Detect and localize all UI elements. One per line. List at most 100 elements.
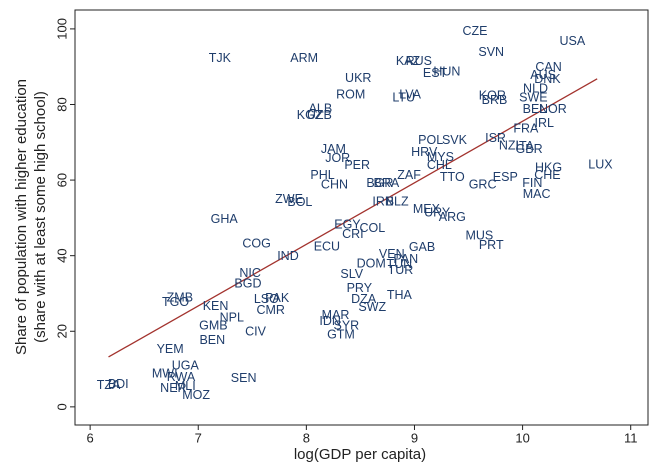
country-point: CHE — [534, 168, 560, 182]
country-point: BRB — [482, 93, 508, 107]
country-point: CHN — [321, 177, 348, 191]
x-tick-label: 11 — [624, 430, 638, 445]
country-point: PAN — [393, 252, 418, 266]
country-point: USA — [559, 34, 585, 48]
country-point: BEL — [523, 102, 547, 116]
country-point: CHL — [427, 158, 452, 172]
country-point: PER — [344, 158, 370, 172]
country-point: ESP — [493, 170, 518, 184]
country-point: DNK — [534, 72, 561, 86]
plot-frame — [74, 9, 649, 426]
country-point: PHL — [310, 168, 334, 182]
country-point: FRA — [513, 121, 539, 135]
country-point: CRI — [342, 227, 364, 241]
country-point: SLV — [340, 267, 363, 281]
country-point: IND — [277, 249, 299, 263]
country-point: ZWE — [275, 192, 303, 206]
country-point: GBR — [516, 142, 543, 156]
country-point: GMB — [199, 318, 227, 332]
country-point: LUX — [588, 157, 613, 171]
country-point: AUS — [530, 68, 556, 82]
country-point: YEM — [157, 342, 184, 356]
country-point: DZA — [351, 292, 377, 306]
x-axis-title: log(GDP per capita) — [294, 446, 426, 463]
country-point: MOZ — [182, 388, 210, 402]
country-point: POL — [418, 133, 443, 147]
country-point: IDN — [319, 314, 341, 328]
country-point: EGY — [334, 217, 361, 231]
country-point: BOL — [287, 195, 312, 209]
y-tick-label: 60 — [54, 173, 69, 187]
country-point: BEN — [199, 333, 225, 347]
country-point: BRA — [374, 176, 400, 190]
country-point: SVN — [478, 45, 504, 59]
country-point: MAC — [523, 187, 551, 201]
country-point: EST — [423, 66, 448, 80]
country-point: PAK — [265, 291, 290, 305]
country-point: CIV — [245, 324, 267, 338]
country-point: DOM — [357, 256, 386, 270]
country-point: TTO — [440, 170, 465, 184]
country-point: MYS — [427, 150, 454, 164]
fit-line — [108, 78, 598, 358]
country-point: CMR — [256, 303, 284, 317]
y-tick-label: 0 — [54, 403, 69, 410]
country-point: MAR — [322, 308, 350, 322]
y-axis-title: (share with at least some high school) — [32, 91, 49, 343]
country-point: COL — [359, 221, 385, 235]
x-tick-label: 6 — [87, 430, 94, 445]
country-point: HUN — [433, 64, 460, 78]
country-point: HRV — [411, 145, 438, 159]
country-point: CZE — [463, 24, 488, 38]
country-point: SEN — [231, 371, 257, 385]
country-point: UKR — [345, 71, 371, 85]
country-point: IRL — [534, 116, 554, 130]
country-point: NPL — [220, 310, 244, 324]
country-point: MEX — [413, 202, 441, 216]
country-point: ARM — [290, 51, 318, 65]
country-point: KGZ — [297, 108, 323, 122]
country-point: CAN — [535, 60, 561, 74]
country-point: KOR — [479, 88, 506, 102]
country-point: BGD — [234, 276, 261, 290]
country-point: HKG — [535, 160, 562, 174]
country-point: SWZ — [358, 300, 386, 314]
country-point: ARG — [439, 210, 466, 224]
country-point: BLZ — [386, 194, 409, 208]
country-point: LSO — [254, 292, 279, 306]
country-point: NER — [160, 381, 186, 395]
country-point: ISR — [485, 131, 506, 145]
country-point: MUS — [465, 228, 493, 242]
country-point: ZMB — [167, 290, 193, 304]
country-point: SYR — [334, 318, 360, 332]
country-point: SWE — [519, 90, 547, 104]
country-point: LVA — [399, 87, 421, 101]
country-point: BGR — [366, 176, 393, 190]
country-point: TJK — [209, 51, 232, 65]
country-point: UGA — [172, 358, 200, 372]
y-tick-label: 20 — [54, 324, 69, 338]
country-point: PRT — [479, 238, 504, 252]
country-point: KEN — [203, 299, 229, 313]
country-point: THA — [387, 288, 413, 302]
x-tick-label: 9 — [411, 430, 418, 445]
country-point: ZAF — [397, 168, 421, 182]
country-point: MWI — [152, 366, 178, 380]
y-tick-label: 80 — [54, 97, 69, 111]
country-point: GAB — [409, 240, 435, 254]
country-point: JAM — [321, 142, 346, 156]
x-tick-label: 8 — [303, 430, 310, 445]
country-point: COG — [242, 236, 270, 250]
country-point: VEN — [379, 247, 405, 261]
country-point: IRN — [372, 194, 394, 208]
country-point: NLD — [523, 81, 548, 95]
country-point: UZB — [307, 108, 332, 122]
country-point: ROM — [336, 87, 365, 101]
country-point: LTU — [392, 90, 415, 104]
country-point: NZL — [499, 138, 523, 152]
country-point: NIC — [239, 266, 261, 280]
country-point: TUN — [386, 257, 412, 271]
country-point: GRC — [469, 177, 497, 191]
